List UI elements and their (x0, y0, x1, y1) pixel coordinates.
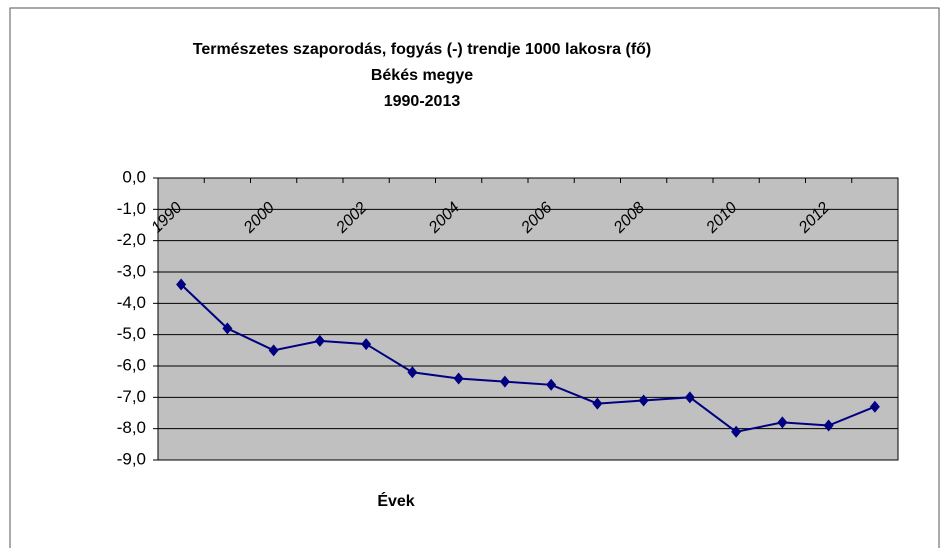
x-axis-title: Évek (377, 491, 414, 510)
data-point (268, 344, 279, 357)
y-tick-label: -5,0 (117, 324, 146, 343)
data-point (407, 366, 418, 379)
data-point (546, 378, 557, 391)
y-tick-label: -7,0 (117, 387, 146, 406)
data-point (777, 416, 788, 429)
data-point (684, 391, 695, 404)
plot-area (158, 178, 898, 460)
y-tick-label: -9,0 (117, 449, 146, 468)
data-point (453, 372, 464, 385)
data-point (314, 334, 325, 347)
data-point (823, 419, 834, 432)
y-tick-label: -4,0 (117, 293, 146, 312)
y-tick-label: -8,0 (117, 418, 146, 437)
chart-frame (9, 7, 940, 548)
y-tick-label: -6,0 (117, 355, 146, 374)
data-point (869, 400, 880, 413)
series-line (180, 283, 876, 433)
y-tick-label: -3,0 (117, 261, 146, 280)
data-point (222, 322, 233, 335)
y-tick-label: -2,0 (117, 230, 146, 249)
data-point (361, 338, 372, 351)
data-point (731, 425, 742, 438)
data-point (176, 278, 187, 291)
chart-subtitle: 1990-2013 (384, 93, 461, 110)
chart-subtitle: Békés megye (371, 67, 473, 84)
data-point (592, 397, 603, 410)
y-tick-label: -1,0 (117, 199, 146, 218)
data-point (499, 375, 510, 388)
y-tick-label: 0,0 (122, 167, 146, 186)
data-point (638, 394, 649, 407)
chart-title: Természetes szaporodás, fogyás (-) trend… (193, 41, 652, 58)
